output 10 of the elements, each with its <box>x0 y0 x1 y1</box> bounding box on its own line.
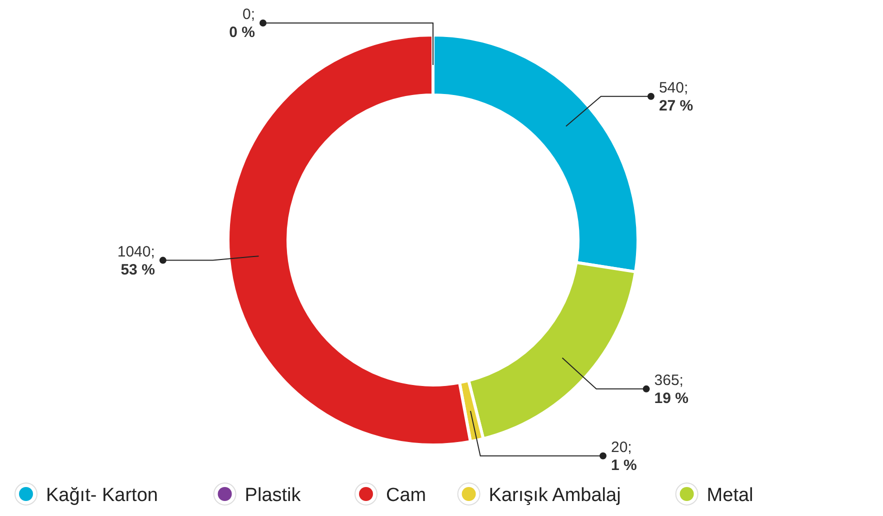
data-label: 365; 19 % <box>654 372 688 407</box>
legend-label: Metal <box>706 485 754 506</box>
data-label: 540; 27 % <box>658 79 694 114</box>
legend-label: Plastik <box>244 485 302 506</box>
text: 0; 0 % <box>229 6 255 41</box>
data-label: 20; 1 % <box>611 438 637 474</box>
legend-label: Karışık Ambalaj <box>488 485 621 506</box>
data-label: 1040; 53 % <box>117 243 155 278</box>
legend-label: Kağıt- Karton <box>46 485 158 506</box>
legend-label: Cam <box>386 485 426 506</box>
